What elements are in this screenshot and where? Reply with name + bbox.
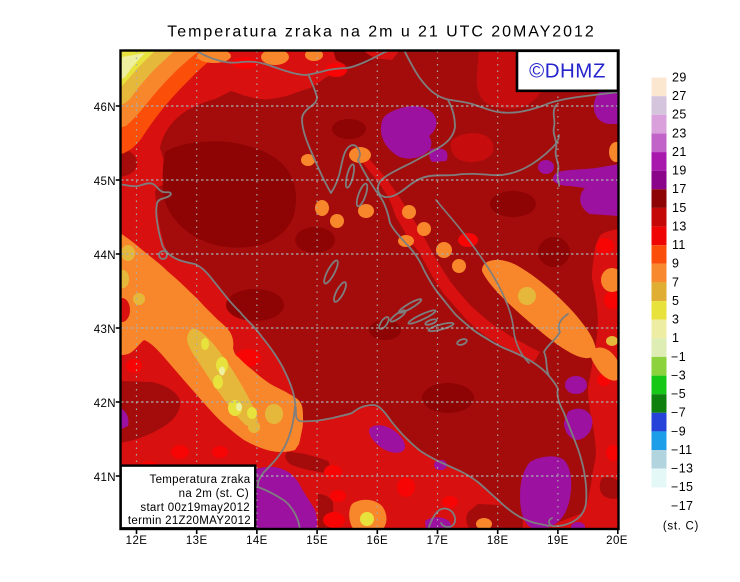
svg-text:−5: −5 xyxy=(671,387,686,401)
svg-text:13E: 13E xyxy=(186,535,208,547)
svg-text:−1: −1 xyxy=(671,350,686,364)
svg-text:Temperatura zraka na 2m u 21 U: Temperatura zraka na 2m u 21 UTC 20MAY20… xyxy=(167,24,595,41)
svg-text:11: 11 xyxy=(672,238,686,252)
svg-text:17: 17 xyxy=(672,182,687,196)
svg-text:17E: 17E xyxy=(427,535,449,547)
svg-text:12E: 12E xyxy=(126,535,148,547)
svg-text:43N: 43N xyxy=(94,324,116,336)
svg-text:−7: −7 xyxy=(671,406,686,420)
svg-text:7: 7 xyxy=(672,275,679,289)
svg-text:5: 5 xyxy=(672,294,679,308)
svg-text:−17: −17 xyxy=(671,499,693,513)
svg-text:23: 23 xyxy=(672,126,687,140)
svg-text:16E: 16E xyxy=(366,535,388,547)
svg-text:19: 19 xyxy=(672,164,687,178)
svg-text:13: 13 xyxy=(672,220,687,234)
svg-text:41N: 41N xyxy=(94,472,116,484)
svg-text:−11: −11 xyxy=(671,443,692,457)
svg-text:3: 3 xyxy=(672,313,679,327)
svg-text:21: 21 xyxy=(672,145,687,159)
svg-text:44N: 44N xyxy=(94,250,116,262)
svg-text:25: 25 xyxy=(672,108,687,122)
svg-text:42N: 42N xyxy=(94,398,116,410)
svg-text:14E: 14E xyxy=(246,535,268,547)
svg-text:15: 15 xyxy=(672,201,687,215)
svg-text:1: 1 xyxy=(672,331,679,345)
svg-text:start 00z19may2012: start 00z19may2012 xyxy=(140,502,250,514)
svg-text:na 2m (st. C): na 2m (st. C) xyxy=(179,488,249,500)
svg-text:29: 29 xyxy=(672,71,687,85)
svg-text:20E: 20E xyxy=(606,535,628,547)
svg-text:−13: −13 xyxy=(671,462,693,476)
svg-text:(st. C): (st. C) xyxy=(663,521,699,533)
svg-text:−3: −3 xyxy=(671,369,686,383)
svg-text:18E: 18E xyxy=(487,535,509,547)
svg-text:9: 9 xyxy=(672,257,679,271)
svg-text:15E: 15E xyxy=(306,535,328,547)
svg-text:19E: 19E xyxy=(547,535,569,547)
svg-text:27: 27 xyxy=(672,89,687,103)
svg-text:termin 21Z20MAY2012: termin 21Z20MAY2012 xyxy=(128,515,251,527)
svg-text:46N: 46N xyxy=(94,102,116,114)
svg-text:©DHMZ: ©DHMZ xyxy=(529,60,606,83)
svg-text:45N: 45N xyxy=(94,176,116,188)
svg-text:Temperatura zraka: Temperatura zraka xyxy=(150,474,251,486)
svg-text:−15: −15 xyxy=(671,480,693,494)
svg-text:−9: −9 xyxy=(671,424,686,438)
